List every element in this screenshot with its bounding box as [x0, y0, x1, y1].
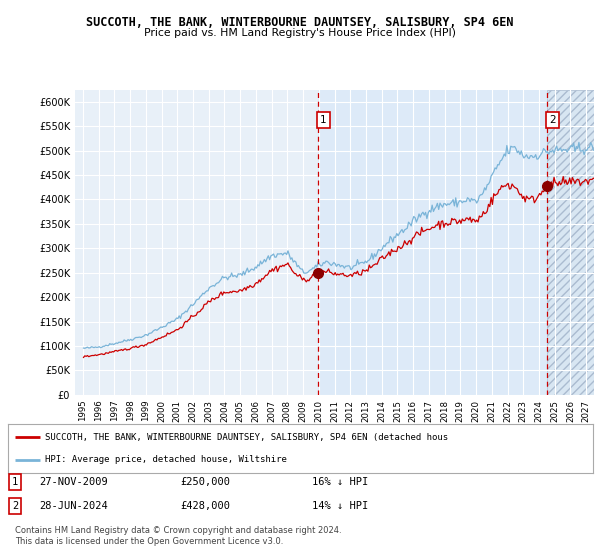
Text: HPI: Average price, detached house, Wiltshire: HPI: Average price, detached house, Wilt…: [44, 455, 287, 464]
Bar: [317, 90, 547, 395]
Text: 2: 2: [549, 115, 556, 125]
Text: 2: 2: [12, 501, 18, 511]
Text: Price paid vs. HM Land Registry's House Price Index (HPI): Price paid vs. HM Land Registry's House …: [144, 28, 456, 38]
Text: 27-NOV-2009: 27-NOV-2009: [39, 477, 108, 487]
Bar: [547, 90, 594, 395]
Text: 16% ↓ HPI: 16% ↓ HPI: [312, 477, 368, 487]
Text: SUCCOTH, THE BANK, WINTERBOURNE DAUNTSEY, SALISBURY, SP4 6EN: SUCCOTH, THE BANK, WINTERBOURNE DAUNTSEY…: [86, 16, 514, 29]
Text: Contains HM Land Registry data © Crown copyright and database right 2024.
This d: Contains HM Land Registry data © Crown c…: [15, 526, 341, 546]
Text: 28-JUN-2024: 28-JUN-2024: [39, 501, 108, 511]
Text: 1: 1: [320, 115, 326, 125]
Text: 14% ↓ HPI: 14% ↓ HPI: [312, 501, 368, 511]
Text: £428,000: £428,000: [180, 501, 230, 511]
Text: £250,000: £250,000: [180, 477, 230, 487]
Text: SUCCOTH, THE BANK, WINTERBOURNE DAUNTSEY, SALISBURY, SP4 6EN (detached hous: SUCCOTH, THE BANK, WINTERBOURNE DAUNTSEY…: [44, 433, 448, 442]
Text: 1: 1: [12, 477, 18, 487]
